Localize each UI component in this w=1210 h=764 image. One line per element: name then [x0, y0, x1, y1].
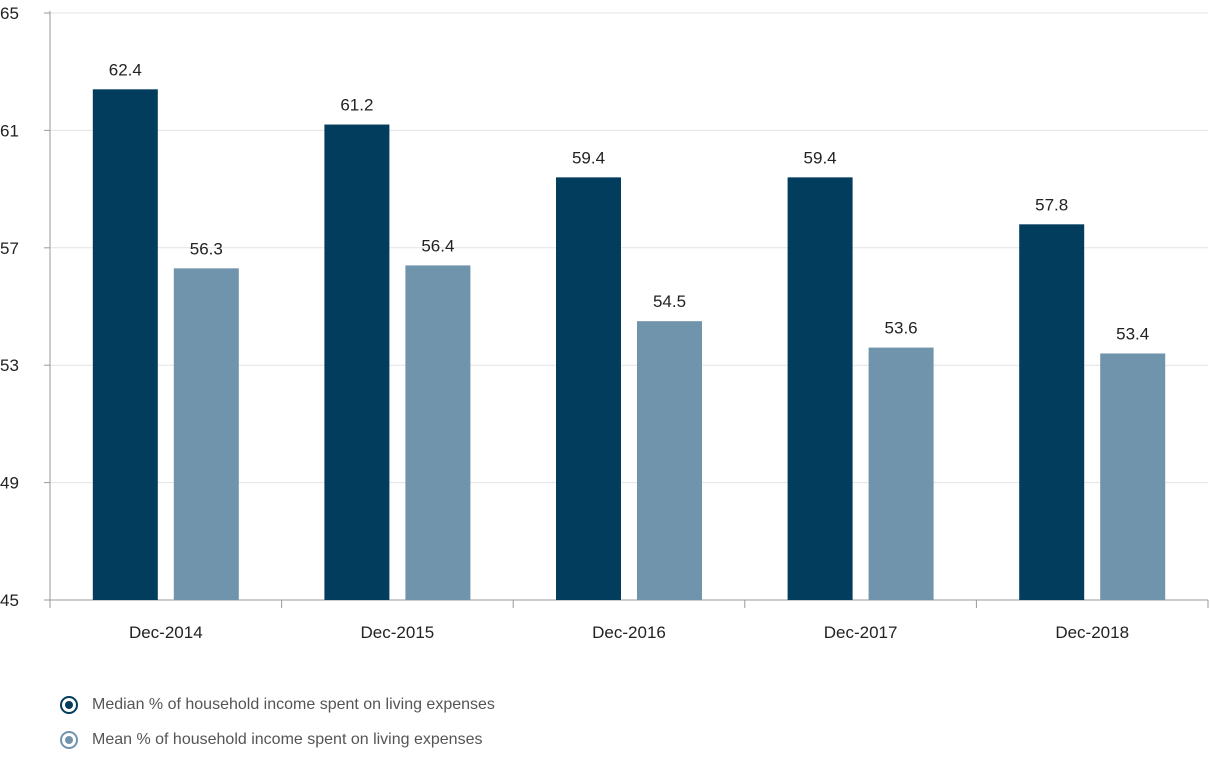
y-tick-label: 53 — [0, 356, 19, 375]
axes — [44, 11, 1209, 608]
bar-chart: 45 49 53 57 61 65 Dec-2014 Dec-2015 Dec-2016 Dec-… — [0, 4, 1209, 642]
data-label: 59.4 — [572, 148, 605, 167]
y-tick-label: 65 — [0, 4, 19, 23]
legend: Median % of household income spent on li… — [60, 694, 495, 764]
bar[interactable] — [405, 265, 471, 600]
y-tick-label: 49 — [0, 474, 19, 493]
data-label: 54.5 — [653, 292, 686, 311]
bars — [92, 89, 1166, 601]
legend-item-median[interactable]: Median % of household income spent on li… — [60, 694, 495, 716]
x-tick-label: Dec-2018 — [1055, 623, 1129, 642]
legend-marker-median-icon — [60, 696, 78, 714]
x-tick-label: Dec-2015 — [361, 623, 435, 642]
bar[interactable] — [324, 124, 390, 600]
legend-item-mean[interactable]: Mean % of household income spent on livi… — [60, 729, 495, 751]
x-tick-label: Dec-2016 — [592, 623, 666, 642]
x-tick-label: Dec-2014 — [129, 623, 203, 642]
data-label: 56.3 — [190, 239, 223, 258]
labels: 45 49 53 57 61 65 Dec-2014 Dec-2015 Dec-2016 Dec-… — [0, 4, 1149, 642]
bar[interactable] — [637, 321, 702, 600]
bar[interactable] — [868, 347, 934, 600]
gridlines — [50, 12, 1208, 484]
data-label: 57.8 — [1035, 195, 1068, 214]
bar[interactable] — [173, 268, 239, 600]
data-label: 59.4 — [804, 148, 837, 167]
bar[interactable] — [92, 89, 158, 600]
data-label: 53.6 — [885, 319, 918, 338]
bar[interactable] — [787, 177, 853, 601]
legend-label-median: Median % of household income spent on li… — [92, 696, 495, 713]
y-tick-label: 57 — [0, 239, 19, 258]
bar[interactable] — [1100, 353, 1166, 600]
data-label: 62.4 — [109, 60, 142, 79]
y-tick-label: 45 — [0, 591, 19, 610]
data-label: 56.4 — [421, 236, 454, 255]
y-tick-label: 61 — [0, 121, 19, 140]
bar[interactable] — [1019, 224, 1085, 600]
data-label: 61.2 — [340, 96, 373, 115]
data-label: 53.4 — [1116, 324, 1149, 343]
legend-label-mean: Mean % of household income spent on livi… — [92, 731, 483, 748]
x-tick-label: Dec-2017 — [824, 623, 898, 642]
legend-marker-mean-icon — [60, 731, 78, 749]
bar[interactable] — [556, 177, 621, 601]
